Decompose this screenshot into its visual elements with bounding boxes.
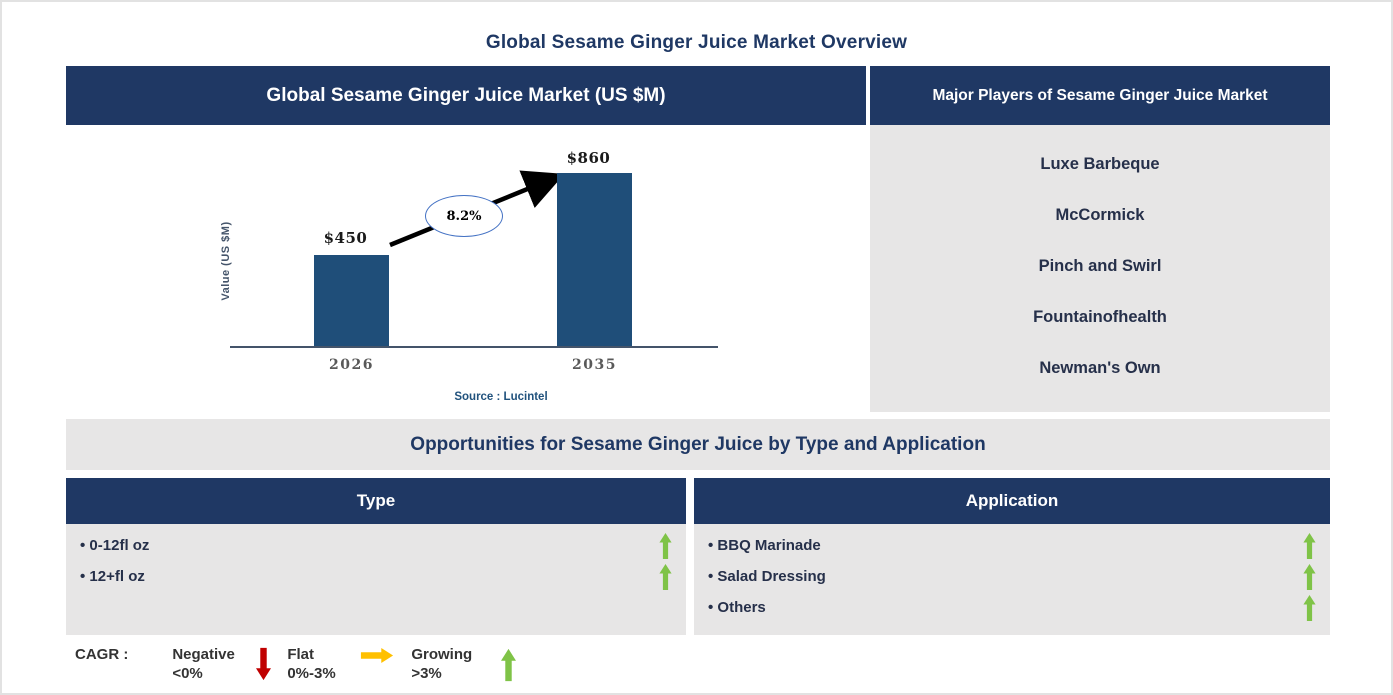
opportunities-header: Opportunities for Sesame Ginger Juice by… (66, 419, 1330, 470)
negative-down-arrow-icon (256, 647, 272, 681)
type-table: Type 0-12fl oz 12+fl oz (66, 478, 686, 635)
cagr-bubble: 8.2% (425, 195, 503, 237)
application-item-label: BBQ Marinade (708, 537, 820, 554)
legend-entry-growing: Growing >3% (411, 645, 532, 685)
table-row: Salad Dressing (708, 561, 1316, 592)
application-item-label: Salad Dressing (708, 568, 825, 585)
growing-up-arrow-icon (501, 648, 517, 682)
growing-up-arrow-icon (659, 532, 672, 559)
table-row: 0-12fl oz (80, 530, 672, 561)
bar-value-2026: $450 (323, 229, 368, 247)
type-item-label: 12+fl oz (80, 568, 144, 585)
flat-right-arrow-icon (361, 648, 394, 663)
legend-name: Growing (411, 646, 473, 663)
legend-range: >3% (411, 665, 442, 682)
legend-name: Flat (287, 646, 314, 663)
application-table: Application BBQ Marinade Salad Dressing … (694, 478, 1330, 635)
growing-up-arrow-icon (1303, 594, 1316, 621)
cagr-value: 8.2% (446, 208, 482, 224)
bar-2026 (314, 255, 389, 346)
cagr-trend-arrow-icon (389, 170, 565, 248)
bar-2035 (557, 173, 632, 346)
major-players-panel: Major Players of Sesame Ginger Juice Mar… (870, 66, 1330, 412)
player-item: Luxe Barbeque (1040, 155, 1160, 173)
application-item-label: Others (708, 599, 765, 616)
player-item: Fountainofhealth (1033, 308, 1167, 326)
legend-title: CAGR : (75, 646, 129, 663)
player-item: Pinch and Swirl (1038, 257, 1162, 275)
table-row: 12+fl oz (80, 561, 672, 592)
player-item: McCormick (1055, 206, 1145, 224)
market-bar-chart: Value (US $M) $450 $860 2026 2035 8.2% S… (66, 125, 866, 414)
application-table-header: Application (694, 478, 1330, 524)
legend-name: Negative (172, 646, 235, 663)
market-panel-header: Global Sesame Ginger Juice Market (US $M… (66, 66, 866, 125)
source-note: Source : Lucintel (454, 391, 548, 403)
player-item: Newman's Own (1039, 359, 1161, 377)
legend-range: 0%-3% (287, 665, 336, 682)
growing-up-arrow-icon (1303, 563, 1316, 590)
growing-up-arrow-icon (1303, 532, 1316, 559)
market-size-panel: Global Sesame Ginger Juice Market (US $M… (66, 66, 866, 414)
players-panel-header: Major Players of Sesame Ginger Juice Mar… (870, 66, 1330, 125)
players-list: Luxe Barbeque McCormick Pinch and Swirl … (870, 125, 1330, 412)
application-table-body: BBQ Marinade Salad Dressing Others (694, 524, 1330, 635)
legend-entry-flat: Flat 0%-3% (287, 645, 411, 683)
x-tick-2026: 2026 (329, 357, 374, 373)
type-table-header: Type (66, 478, 686, 524)
x-tick-2035: 2035 (572, 357, 617, 373)
type-table-body: 0-12fl oz 12+fl oz (66, 524, 686, 635)
legend-entry-negative: Negative <0% (172, 645, 287, 683)
bar-value-2035: $860 (566, 149, 611, 167)
growing-up-arrow-icon (659, 563, 672, 590)
type-item-label: 0-12fl oz (80, 537, 149, 554)
chart-x-axis (230, 346, 718, 348)
table-row: BBQ Marinade (708, 530, 1316, 561)
page-title: Global Sesame Ginger Juice Market Overvi… (485, 32, 908, 53)
cagr-legend: CAGR : Negative <0% Flat 0%-3% Growing >… (75, 645, 532, 685)
table-row: Others (708, 592, 1316, 623)
legend-range: <0% (172, 665, 203, 682)
